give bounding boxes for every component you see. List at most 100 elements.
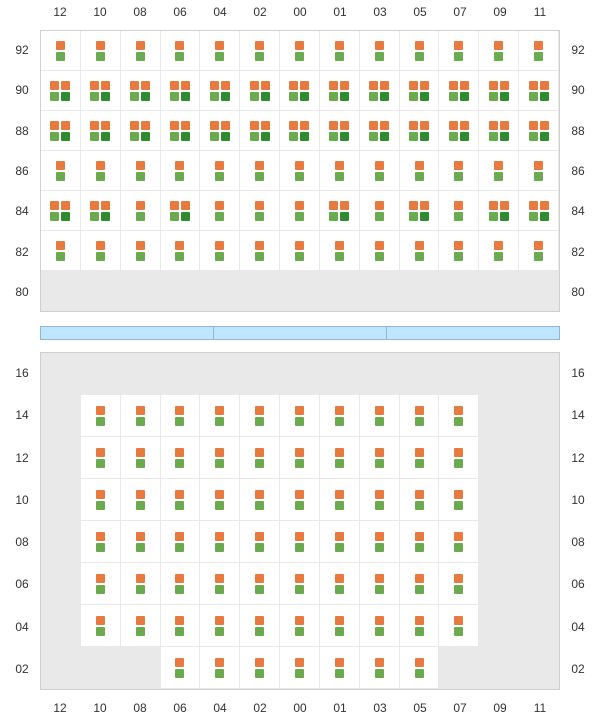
- marker-pair: [255, 532, 264, 552]
- marker-icon: [215, 616, 224, 625]
- marker-icon: [215, 41, 224, 50]
- marker-icon: [96, 448, 105, 457]
- grid-cell: [81, 191, 121, 231]
- marker-pair: [175, 406, 184, 426]
- marker-icon: [215, 490, 224, 499]
- grid-cell: [360, 231, 400, 271]
- marker-icon: [454, 490, 463, 499]
- marker-pair: [61, 121, 70, 141]
- marker-pair: [215, 201, 224, 221]
- grid-cell: [519, 647, 559, 689]
- marker-pair: [340, 81, 349, 101]
- marker-pair: [255, 574, 264, 594]
- marker-pair: [489, 201, 498, 221]
- marker-pair: [329, 121, 338, 141]
- marker-icon: [175, 161, 184, 170]
- marker-icon: [460, 121, 469, 130]
- marker-icon: [369, 132, 378, 141]
- marker-icon: [375, 574, 384, 583]
- marker-icon: [96, 543, 105, 552]
- grid-cell: [439, 437, 479, 479]
- marker-icon: [175, 658, 184, 667]
- marker-icon: [136, 212, 145, 221]
- column-label: 01: [320, 696, 360, 720]
- grid-cell: [41, 437, 81, 479]
- marker-icon: [375, 501, 384, 510]
- marker-icon: [175, 52, 184, 61]
- grid-cell: [240, 31, 280, 71]
- marker-icon: [415, 459, 424, 468]
- grid-cell: [161, 563, 201, 605]
- row-label: 06: [564, 578, 592, 590]
- grid-cell: [121, 353, 161, 395]
- grid-cell: [161, 151, 201, 191]
- grid-cell: [360, 647, 400, 689]
- marker-icon: [460, 92, 469, 101]
- column-labels-bottom: 12100806040200010305070911: [0, 696, 600, 720]
- marker-icon: [415, 417, 424, 426]
- marker-icon: [255, 490, 264, 499]
- marker-icon: [335, 532, 344, 541]
- grid-cell: [280, 111, 320, 151]
- grid-cell: [240, 151, 280, 191]
- marker-pair: [380, 121, 389, 141]
- grid-cell: [200, 437, 240, 479]
- grid-cell: [400, 71, 440, 111]
- marker-icon: [329, 92, 338, 101]
- marker-icon: [540, 212, 549, 221]
- marker-icon: [295, 417, 304, 426]
- marker-icon: [96, 490, 105, 499]
- marker-pair: [454, 241, 463, 261]
- column-label: 12: [40, 696, 80, 720]
- grid-cell: [519, 563, 559, 605]
- marker-pair: [300, 121, 309, 141]
- marker-icon: [215, 585, 224, 594]
- grid-cell: [360, 521, 400, 563]
- grid-cell: [161, 437, 201, 479]
- marker-icon: [500, 201, 509, 210]
- marker-icon: [529, 121, 538, 130]
- marker-icon: [335, 417, 344, 426]
- column-label: 09: [480, 0, 520, 24]
- marker-icon: [380, 81, 389, 90]
- marker-pair: [255, 161, 264, 181]
- grid-cell: [439, 111, 479, 151]
- marker-pair: [255, 490, 264, 510]
- marker-icon: [255, 501, 264, 510]
- marker-icon: [375, 459, 384, 468]
- marker-icon: [101, 121, 110, 130]
- marker-icon: [489, 121, 498, 130]
- marker-icon: [500, 92, 509, 101]
- divider-segment: [41, 327, 214, 339]
- grid-cell: [439, 151, 479, 191]
- marker-icon: [255, 658, 264, 667]
- column-label: 11: [520, 696, 560, 720]
- marker-icon: [529, 212, 538, 221]
- marker-pair: [141, 121, 150, 141]
- grid-cell: [519, 605, 559, 647]
- marker-icon: [96, 627, 105, 636]
- grid-cell: [439, 605, 479, 647]
- marker-icon: [329, 132, 338, 141]
- grid-cell: [41, 353, 81, 395]
- marker-pair: [295, 658, 304, 678]
- marker-icon: [170, 201, 179, 210]
- marker-icon: [215, 406, 224, 415]
- marker-pair: [420, 81, 429, 101]
- marker-icon: [96, 172, 105, 181]
- column-label: 12: [40, 0, 80, 24]
- column-label: 08: [120, 0, 160, 24]
- marker-icon: [335, 52, 344, 61]
- marker-icon: [454, 172, 463, 181]
- marker-pair: [90, 81, 99, 101]
- grid-cell: [81, 647, 121, 689]
- marker-pair: [96, 616, 105, 636]
- marker-icon: [101, 92, 110, 101]
- marker-pair: [210, 81, 219, 101]
- grid-cell: [240, 71, 280, 111]
- marker-icon: [141, 132, 150, 141]
- grid-cell: [81, 151, 121, 191]
- marker-icon: [415, 627, 424, 636]
- grid-cell: [400, 563, 440, 605]
- marker-icon: [295, 172, 304, 181]
